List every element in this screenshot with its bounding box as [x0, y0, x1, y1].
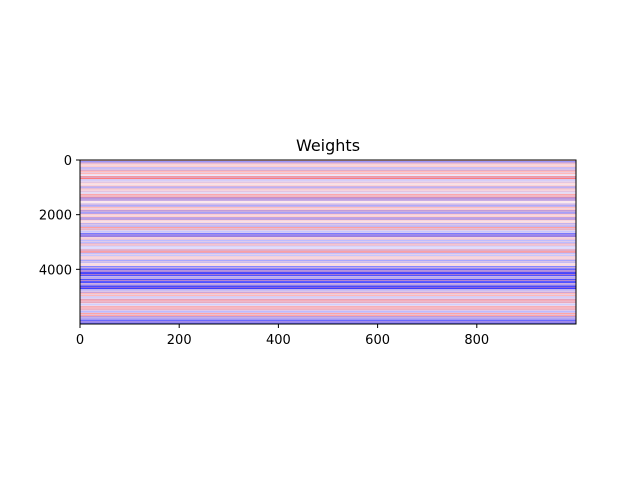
x-tick-label: 600 [365, 333, 390, 348]
plot-frame [79, 159, 577, 325]
x-tick-label: 0 [76, 333, 84, 348]
x-axis: 0 200 400 600 800 [76, 324, 489, 348]
y-tick-label: 0 [64, 154, 72, 169]
chart-title: Weights [296, 136, 360, 155]
x-tick-label: 200 [167, 333, 192, 348]
heatmap-bands [80, 160, 576, 324]
y-tick-label: 4000 [39, 263, 72, 278]
y-tick-label: 2000 [39, 209, 72, 224]
x-tick-label: 800 [464, 333, 489, 348]
x-tick-label: 400 [266, 333, 291, 348]
y-axis: 0 2000 4000 [39, 154, 80, 278]
